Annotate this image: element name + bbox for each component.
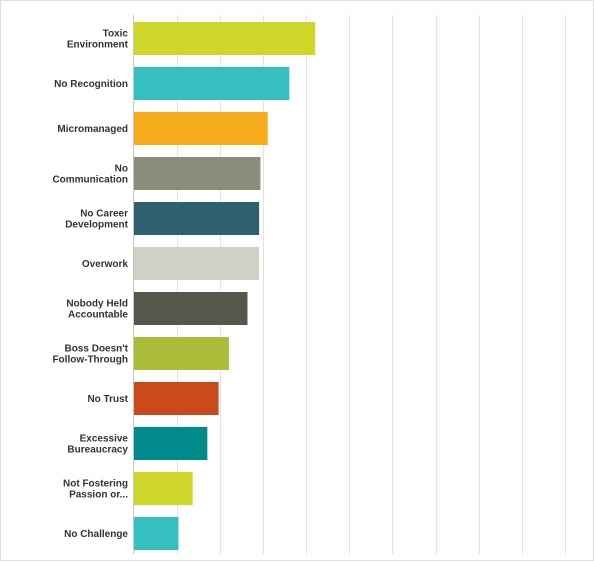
bar[interactable]: [134, 472, 193, 505]
category-label: No Trust: [87, 394, 128, 405]
bar[interactable]: [134, 112, 268, 145]
category-label-line: No Recognition: [54, 79, 128, 90]
category-label-line: Passion or...: [69, 490, 128, 501]
category-label-line: Environment: [67, 40, 129, 51]
bar[interactable]: [134, 337, 229, 370]
category-label: Micromanaged: [57, 124, 128, 135]
category-label: No Recognition: [54, 79, 128, 90]
category-label-line: Follow-Through: [52, 355, 128, 366]
category-labels: Toxic Environment No Recognition Micromanag…: [52, 29, 128, 541]
category-label-line: Excessive: [80, 434, 129, 445]
category-label-line: No Trust: [87, 394, 128, 405]
category-label: Toxic Environment: [67, 29, 129, 51]
category-label: No Communication: [52, 164, 128, 186]
category-label-line: No Career: [80, 209, 128, 220]
category-label: Overwork: [82, 259, 129, 270]
grid-lines: [177, 15, 566, 554]
category-label: Excessive Bureaucracy: [67, 434, 128, 456]
bar[interactable]: [134, 517, 179, 550]
category-label-line: Development: [65, 220, 128, 231]
bar[interactable]: [134, 247, 260, 280]
category-label-line: Toxic: [103, 29, 129, 40]
category-label-line: No Challenge: [64, 529, 128, 540]
bar[interactable]: [134, 22, 316, 55]
category-label: Boss Doesn't Follow-Through: [52, 344, 128, 366]
bar[interactable]: [134, 292, 248, 325]
bars: [134, 22, 316, 550]
category-label: Not Fostering Passion or...: [63, 479, 128, 501]
category-label-line: Nobody Held: [66, 299, 128, 310]
category-label-line: Accountable: [68, 310, 128, 321]
category-label: No Challenge: [64, 529, 128, 540]
bar[interactable]: [134, 67, 290, 100]
category-label-line: Boss Doesn't: [64, 344, 128, 355]
bar[interactable]: [134, 427, 208, 460]
bar[interactable]: [134, 157, 261, 190]
category-label-line: Overwork: [82, 259, 129, 270]
category-label-line: Bureaucracy: [67, 445, 128, 456]
bar[interactable]: [134, 202, 260, 235]
category-label: Nobody Held Accountable: [66, 299, 128, 321]
category-label-line: Not Fostering: [63, 479, 128, 490]
category-label-line: Communication: [52, 175, 128, 186]
bar[interactable]: [134, 382, 219, 415]
category-label-line: Micromanaged: [57, 124, 128, 135]
category-label-line: No: [115, 164, 128, 175]
category-label: No Career Development: [65, 209, 128, 231]
